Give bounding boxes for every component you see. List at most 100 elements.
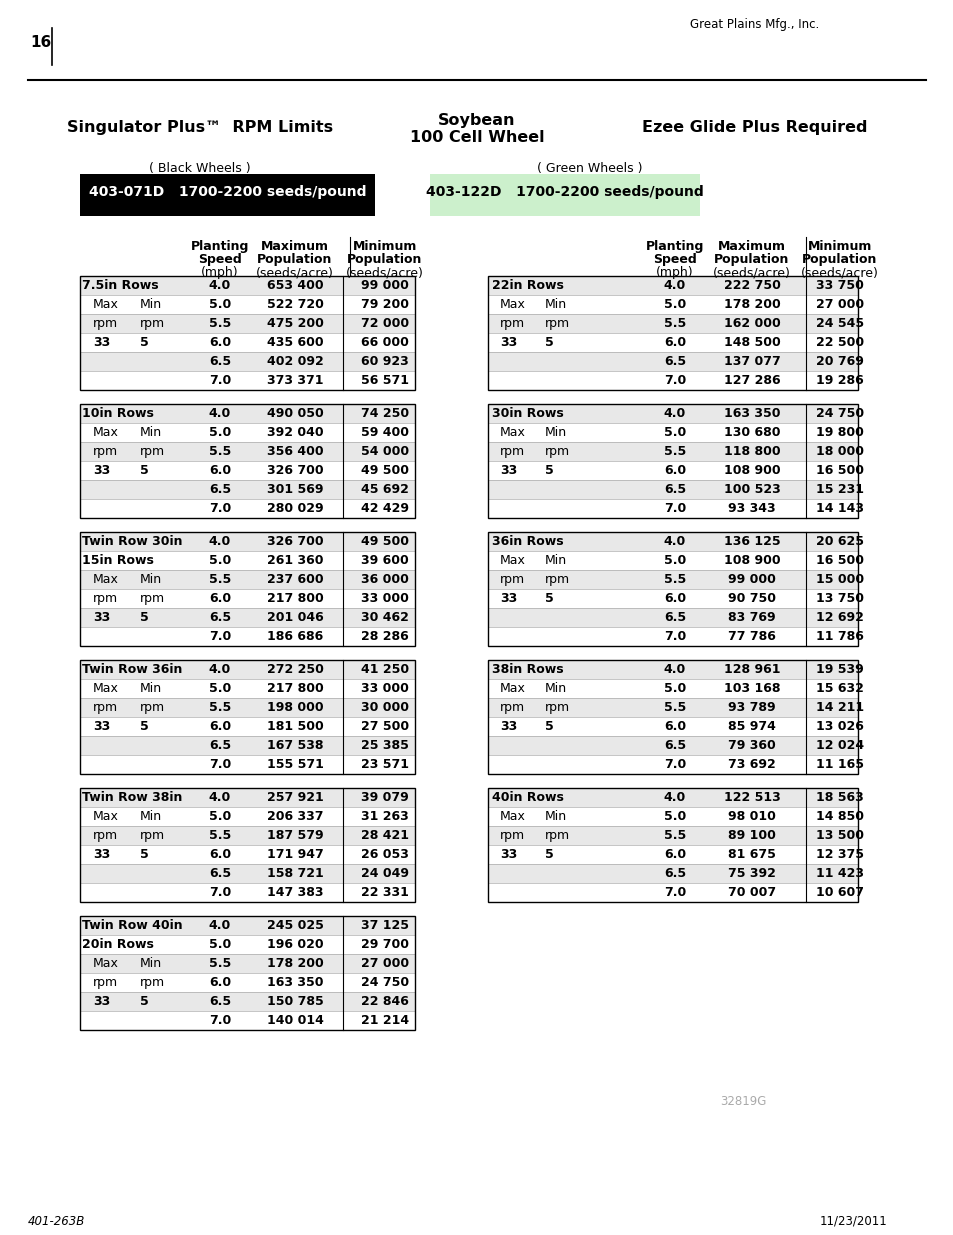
Text: 28 286: 28 286 bbox=[361, 630, 409, 643]
Text: 6.0: 6.0 bbox=[663, 336, 685, 350]
Bar bbox=[488, 275, 857, 390]
Text: rpm: rpm bbox=[544, 701, 570, 714]
Bar bbox=[80, 864, 415, 883]
Text: rpm: rpm bbox=[499, 317, 524, 330]
Bar bbox=[488, 698, 857, 718]
Text: 6.0: 6.0 bbox=[209, 848, 231, 861]
Text: rpm: rpm bbox=[140, 701, 165, 714]
Text: 7.0: 7.0 bbox=[209, 1014, 231, 1028]
Text: 37 125: 37 125 bbox=[360, 919, 409, 932]
Text: Maximum: Maximum bbox=[718, 240, 785, 253]
Text: 5.5: 5.5 bbox=[663, 829, 685, 842]
Text: 15 632: 15 632 bbox=[815, 682, 863, 695]
Text: 4.0: 4.0 bbox=[663, 663, 685, 676]
Text: rpm: rpm bbox=[499, 445, 524, 458]
Text: 201 046: 201 046 bbox=[266, 611, 323, 624]
Text: 33: 33 bbox=[92, 336, 111, 350]
Bar bbox=[488, 404, 857, 517]
Text: 20 769: 20 769 bbox=[815, 354, 863, 368]
Text: 15in Rows: 15in Rows bbox=[82, 555, 153, 567]
Text: 162 000: 162 000 bbox=[723, 317, 780, 330]
Bar bbox=[80, 788, 415, 902]
Text: 163 350: 163 350 bbox=[723, 408, 780, 420]
Bar bbox=[488, 755, 857, 774]
Text: Ezee Glide Plus Required: Ezee Glide Plus Required bbox=[641, 120, 867, 135]
Text: 5.0: 5.0 bbox=[663, 682, 685, 695]
Text: 186 686: 186 686 bbox=[267, 630, 323, 643]
Text: rpm: rpm bbox=[544, 445, 570, 458]
Text: 178 200: 178 200 bbox=[723, 298, 780, 311]
Text: 13 026: 13 026 bbox=[815, 720, 863, 734]
Bar bbox=[488, 275, 857, 295]
Text: rpm: rpm bbox=[544, 317, 570, 330]
Text: 187 579: 187 579 bbox=[267, 829, 323, 842]
Text: Minimum: Minimum bbox=[807, 240, 871, 253]
Text: 237 600: 237 600 bbox=[267, 573, 323, 585]
Text: 163 350: 163 350 bbox=[267, 976, 323, 989]
Text: 373 371: 373 371 bbox=[267, 374, 323, 387]
Text: 222 750: 222 750 bbox=[722, 279, 780, 291]
Bar bbox=[80, 461, 415, 480]
Text: 27 000: 27 000 bbox=[360, 957, 409, 969]
Text: Min: Min bbox=[544, 810, 566, 823]
Text: 30in Rows: 30in Rows bbox=[492, 408, 563, 420]
Text: rpm: rpm bbox=[140, 445, 165, 458]
Text: 33: 33 bbox=[92, 611, 111, 624]
Bar bbox=[80, 935, 415, 953]
Text: 24 750: 24 750 bbox=[360, 976, 409, 989]
Text: 54 000: 54 000 bbox=[360, 445, 409, 458]
Text: Maximum: Maximum bbox=[261, 240, 329, 253]
Text: 60 923: 60 923 bbox=[361, 354, 409, 368]
Text: 7.0: 7.0 bbox=[663, 885, 685, 899]
Text: 5: 5 bbox=[140, 995, 149, 1008]
Bar bbox=[488, 571, 857, 589]
Text: 33: 33 bbox=[92, 464, 111, 477]
Text: ( Green Wheels ): ( Green Wheels ) bbox=[537, 162, 642, 175]
Text: Twin Row 38in: Twin Row 38in bbox=[82, 790, 182, 804]
Text: 21 214: 21 214 bbox=[360, 1014, 409, 1028]
Text: 15 231: 15 231 bbox=[815, 483, 863, 496]
Text: 301 569: 301 569 bbox=[267, 483, 323, 496]
Text: Population: Population bbox=[347, 253, 422, 266]
Bar bbox=[80, 499, 415, 517]
Text: 79 360: 79 360 bbox=[727, 739, 775, 752]
Text: 6.5: 6.5 bbox=[209, 995, 231, 1008]
Text: Max: Max bbox=[499, 555, 525, 567]
Text: (mph): (mph) bbox=[656, 266, 693, 279]
Text: 5: 5 bbox=[140, 720, 149, 734]
Text: 158 721: 158 721 bbox=[266, 867, 323, 881]
Text: 12 692: 12 692 bbox=[815, 611, 863, 624]
Text: 217 800: 217 800 bbox=[266, 592, 323, 605]
Text: 392 040: 392 040 bbox=[267, 426, 323, 438]
Text: 73 692: 73 692 bbox=[727, 758, 775, 771]
Text: 22 846: 22 846 bbox=[360, 995, 409, 1008]
Text: 5.5: 5.5 bbox=[209, 701, 231, 714]
Text: 24 545: 24 545 bbox=[815, 317, 863, 330]
Text: 6.0: 6.0 bbox=[663, 592, 685, 605]
Text: 5.5: 5.5 bbox=[209, 829, 231, 842]
Text: 5.0: 5.0 bbox=[209, 555, 231, 567]
Text: 5: 5 bbox=[544, 464, 553, 477]
Text: 27 500: 27 500 bbox=[360, 720, 409, 734]
Text: Twin Row 30in: Twin Row 30in bbox=[82, 535, 182, 548]
Text: 6.0: 6.0 bbox=[209, 720, 231, 734]
Text: 4.0: 4.0 bbox=[209, 790, 231, 804]
Text: 6.5: 6.5 bbox=[663, 483, 685, 496]
Text: 24 750: 24 750 bbox=[815, 408, 863, 420]
Text: 150 785: 150 785 bbox=[266, 995, 323, 1008]
Text: 6.5: 6.5 bbox=[663, 867, 685, 881]
Text: 171 947: 171 947 bbox=[266, 848, 323, 861]
Text: 11/23/2011: 11/23/2011 bbox=[820, 1215, 887, 1228]
Text: 4.0: 4.0 bbox=[209, 408, 231, 420]
Text: 33: 33 bbox=[499, 464, 517, 477]
Text: 7.0: 7.0 bbox=[663, 630, 685, 643]
Text: rpm: rpm bbox=[499, 573, 524, 585]
Bar bbox=[488, 718, 857, 736]
Text: Great Plains Mfg., Inc.: Great Plains Mfg., Inc. bbox=[689, 19, 819, 31]
Bar bbox=[80, 992, 415, 1011]
Text: Max: Max bbox=[499, 426, 525, 438]
Text: 56 571: 56 571 bbox=[360, 374, 409, 387]
Text: 108 900: 108 900 bbox=[723, 555, 780, 567]
Text: 257 921: 257 921 bbox=[266, 790, 323, 804]
Bar bbox=[80, 1011, 415, 1030]
